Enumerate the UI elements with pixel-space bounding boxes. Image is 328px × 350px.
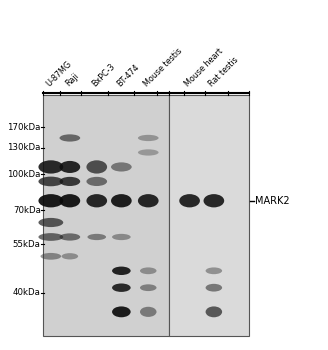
Ellipse shape (60, 177, 80, 186)
Ellipse shape (206, 284, 222, 292)
Ellipse shape (140, 267, 156, 274)
Ellipse shape (112, 234, 131, 240)
Ellipse shape (38, 194, 63, 208)
Ellipse shape (111, 162, 132, 172)
Ellipse shape (179, 194, 200, 208)
Text: 100kDa: 100kDa (7, 170, 41, 179)
Ellipse shape (60, 194, 80, 208)
Text: Rat testis: Rat testis (208, 55, 240, 88)
Ellipse shape (38, 160, 63, 174)
Bar (43, 94, 169, 336)
Ellipse shape (206, 306, 222, 317)
Text: 170kDa: 170kDa (7, 122, 41, 132)
Text: BxPC-3: BxPC-3 (91, 62, 117, 88)
Ellipse shape (112, 306, 131, 317)
Ellipse shape (112, 284, 131, 292)
Ellipse shape (112, 267, 131, 275)
Ellipse shape (60, 161, 80, 173)
Ellipse shape (62, 253, 78, 259)
Ellipse shape (138, 135, 158, 141)
Ellipse shape (138, 194, 158, 208)
Text: BT-474: BT-474 (115, 62, 141, 88)
Ellipse shape (87, 177, 107, 186)
Ellipse shape (38, 233, 63, 241)
Ellipse shape (60, 233, 80, 240)
Ellipse shape (87, 160, 107, 174)
Ellipse shape (60, 134, 80, 142)
Text: Raji: Raji (64, 71, 80, 88)
Text: 70kDa: 70kDa (13, 206, 41, 215)
Ellipse shape (206, 267, 222, 274)
Ellipse shape (40, 253, 61, 260)
Ellipse shape (140, 307, 156, 317)
Ellipse shape (88, 234, 106, 240)
Bar (169, 94, 249, 336)
Ellipse shape (203, 194, 224, 208)
Text: MARK2: MARK2 (255, 196, 289, 206)
Text: 55kDa: 55kDa (13, 240, 41, 249)
Ellipse shape (38, 218, 63, 227)
Text: Mouse heart: Mouse heart (183, 47, 225, 88)
Text: Mouse testis: Mouse testis (142, 46, 184, 88)
Ellipse shape (38, 177, 63, 186)
Text: U-87MG: U-87MG (45, 59, 73, 88)
Ellipse shape (87, 194, 107, 208)
Text: 130kDa: 130kDa (7, 143, 41, 152)
Text: 40kDa: 40kDa (13, 288, 41, 297)
Ellipse shape (138, 149, 158, 156)
Ellipse shape (140, 284, 156, 291)
Ellipse shape (111, 194, 132, 208)
